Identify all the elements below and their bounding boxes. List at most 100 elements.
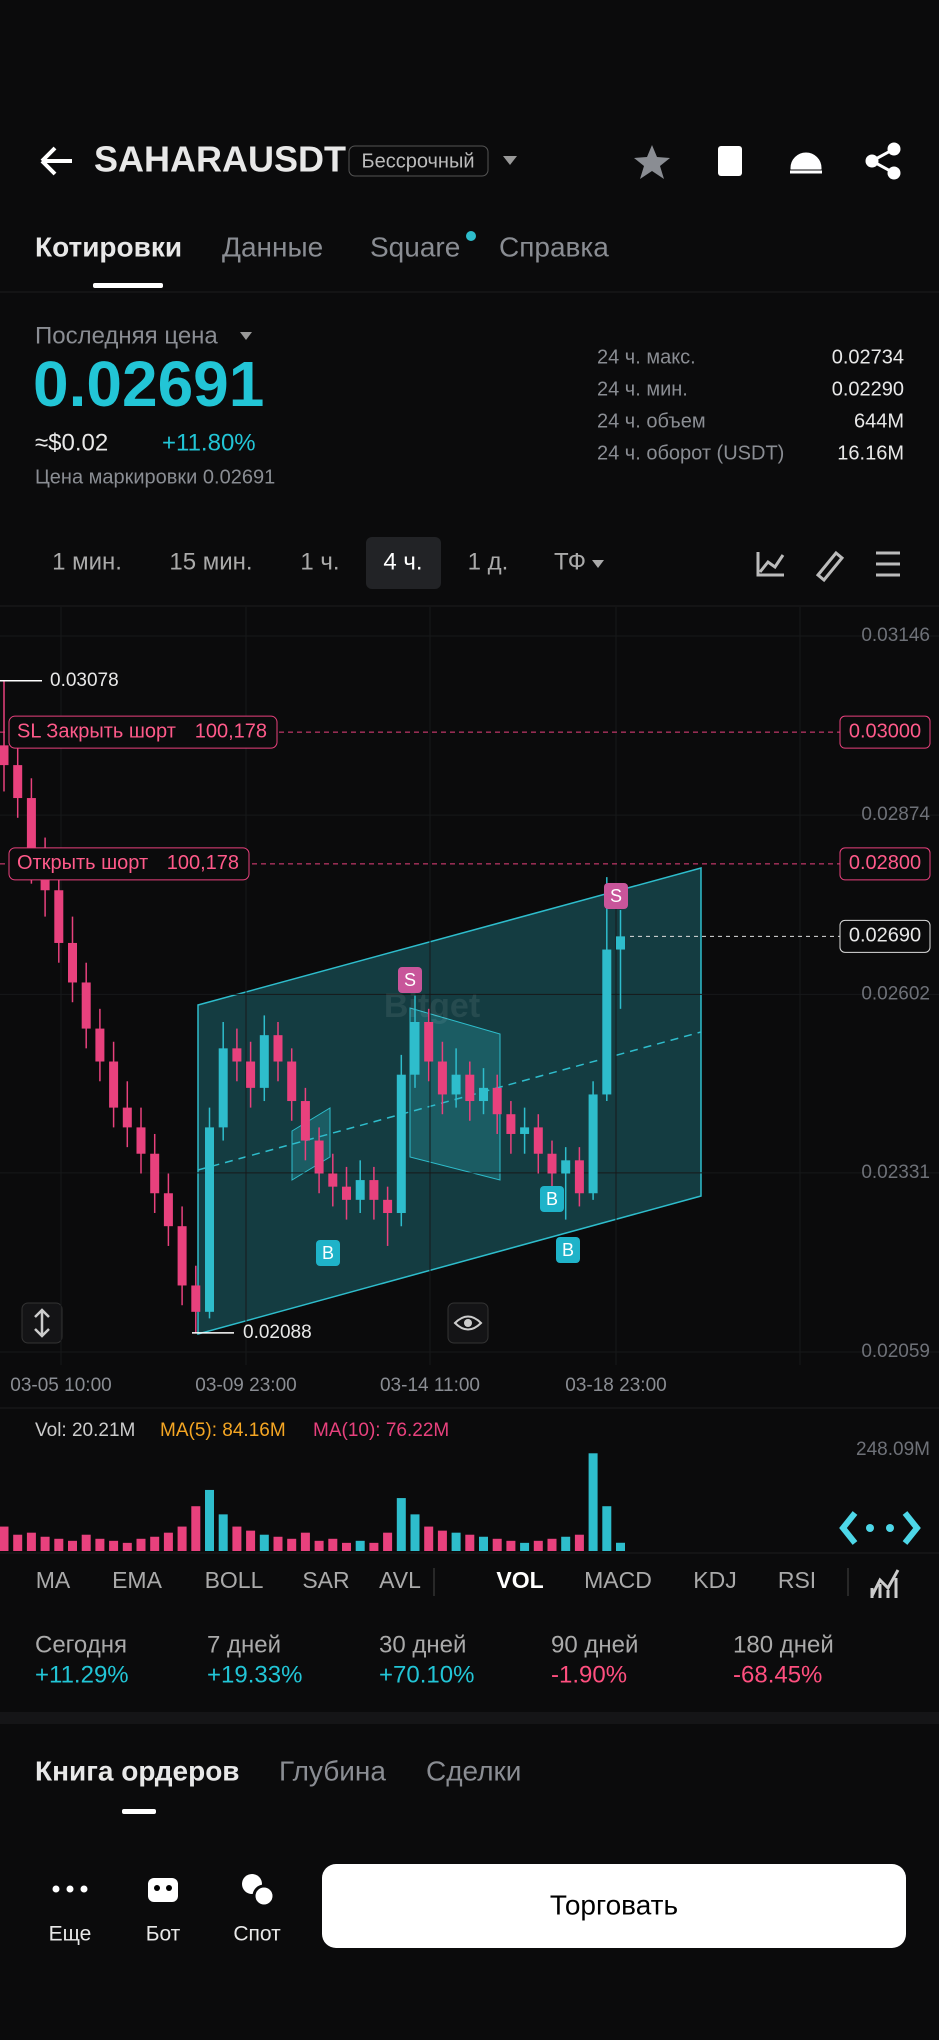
volume-bar <box>122 1542 132 1551</box>
action-label[interactable]: Спот <box>233 1923 281 1946</box>
volume-bar <box>410 1514 420 1551</box>
spot-icon[interactable] <box>242 1874 276 1908</box>
indicator-tab[interactable]: EMA <box>112 1567 163 1593</box>
volume-bar <box>95 1538 105 1551</box>
tab[interactable]: Данные <box>222 231 323 262</box>
volume-legend: MA(10): 76.22M <box>313 1420 449 1441</box>
timeframe[interactable]: 1 д. <box>468 548 509 575</box>
chart-tools[interactable] <box>756 550 900 583</box>
timeframe[interactable]: 4 ч. <box>383 548 422 575</box>
volume-bar <box>437 1530 447 1551</box>
candle-body <box>492 1087 502 1115</box>
action-label[interactable]: Бот <box>146 1923 181 1946</box>
candle-body <box>602 949 612 1095</box>
volume-bar <box>13 1534 23 1551</box>
volume-bar <box>479 1536 488 1551</box>
timeframe[interactable]: ТФ <box>554 548 586 575</box>
signal-label: B <box>562 1240 574 1260</box>
candle-body <box>0 745 9 766</box>
tab[interactable]: Котировки <box>35 231 182 262</box>
candle-body <box>314 1140 324 1174</box>
candle-body <box>547 1153 557 1174</box>
order-qty: 100,178 <box>195 720 267 742</box>
volume-bar <box>0 1526 9 1551</box>
trade-button-label[interactable]: Торговать <box>550 1889 678 1920</box>
indicator-tab[interactable]: KDJ <box>693 1567 736 1593</box>
trade-button[interactable] <box>322 1864 906 1948</box>
order-tag[interactable] <box>8 715 278 749</box>
candle-body <box>616 936 625 950</box>
timeframe[interactable]: 1 ч. <box>300 548 339 575</box>
book-tab[interactable]: Сделки <box>426 1755 521 1786</box>
alert-icon[interactable] <box>790 152 822 174</box>
stat-label: 24 ч. мин. <box>597 378 688 400</box>
volume-bar <box>246 1530 256 1551</box>
volume-bar <box>109 1540 119 1551</box>
tab[interactable]: Square <box>370 231 460 262</box>
timeframe-selected-bg <box>366 537 441 589</box>
indicator-tab[interactable]: MACD <box>584 1567 652 1593</box>
volume-bar <box>218 1514 228 1551</box>
indicator-tab[interactable]: RSI <box>778 1567 816 1593</box>
price-change: +11.80% <box>162 429 256 456</box>
tab-underline <box>122 1809 156 1814</box>
volume-legend: MA(5): 84.16M <box>160 1420 286 1441</box>
dropdown-icon[interactable] <box>592 560 604 568</box>
timeframe[interactable]: 1 мин. <box>52 548 122 575</box>
volume-bar <box>342 1542 351 1551</box>
indicator-tab[interactable]: BOLL <box>205 1567 264 1593</box>
candle-body <box>424 1021 434 1062</box>
back-button[interactable] <box>40 146 72 176</box>
candle-body <box>355 1180 365 1200</box>
book-tab[interactable]: Глубина <box>279 1755 386 1786</box>
volume-bar <box>205 1489 214 1551</box>
volume-bar <box>191 1506 201 1551</box>
candle-body <box>520 1127 530 1134</box>
signal-badge <box>398 967 422 993</box>
watermark: Bitget <box>384 987 480 1025</box>
volume-legend: Vol: 20.21M <box>35 1420 135 1441</box>
order-label: SL Закрыть шорт <box>17 720 176 742</box>
candle-body <box>506 1114 516 1134</box>
indicator-tab[interactable]: VOL <box>496 1567 543 1593</box>
volume-bar <box>396 1498 406 1551</box>
indicator-tab[interactable]: AVL <box>379 1567 421 1593</box>
candle-body <box>437 1061 447 1095</box>
eye-pupil <box>464 1319 472 1327</box>
volume-bar <box>424 1526 434 1551</box>
volume-bar <box>561 1536 571 1551</box>
volume-bar <box>506 1540 516 1551</box>
tab[interactable]: Справка <box>499 231 609 262</box>
order-tag[interactable] <box>8 847 250 881</box>
contract-badge: Бессрочный <box>361 150 474 172</box>
candle-body <box>232 1048 242 1062</box>
indicator-settings[interactable] <box>870 1569 900 1598</box>
indicator-tab[interactable]: SAR <box>302 1567 349 1593</box>
timeframe[interactable]: 15 мин. <box>169 548 252 575</box>
share-icon[interactable] <box>865 142 901 180</box>
action-label[interactable]: Еще <box>49 1923 92 1946</box>
period-label: Сегодня <box>35 1631 127 1658</box>
candle-body <box>410 1021 420 1075</box>
channel <box>197 867 702 1335</box>
y-tick-label: 248.09M <box>856 1439 930 1460</box>
candle-body <box>163 1193 173 1227</box>
volume-bar <box>26 1532 36 1551</box>
stat-value: 0.02734 <box>832 346 904 368</box>
dropdown-icon[interactable] <box>503 156 517 165</box>
favorite-icon[interactable] <box>634 145 670 179</box>
order-price: 0.02800 <box>849 852 921 874</box>
dropdown-icon[interactable] <box>240 332 252 340</box>
more-icon[interactable] <box>52 1885 88 1893</box>
book-tab[interactable]: Книга ордеров <box>35 1755 240 1786</box>
signal-badge <box>316 1240 340 1266</box>
period-label: 90 дней <box>551 1631 638 1658</box>
volume-bar <box>150 1536 160 1551</box>
indicator-tab[interactable]: MA <box>36 1567 71 1593</box>
candle-body <box>451 1074 461 1095</box>
notes-icon[interactable] <box>718 146 742 176</box>
period-change: +11.29% <box>35 1661 129 1688</box>
y-tick-label: 0.02331 <box>861 1162 930 1183</box>
candle-body <box>246 1061 256 1088</box>
bot-icon[interactable] <box>148 1878 178 1902</box>
